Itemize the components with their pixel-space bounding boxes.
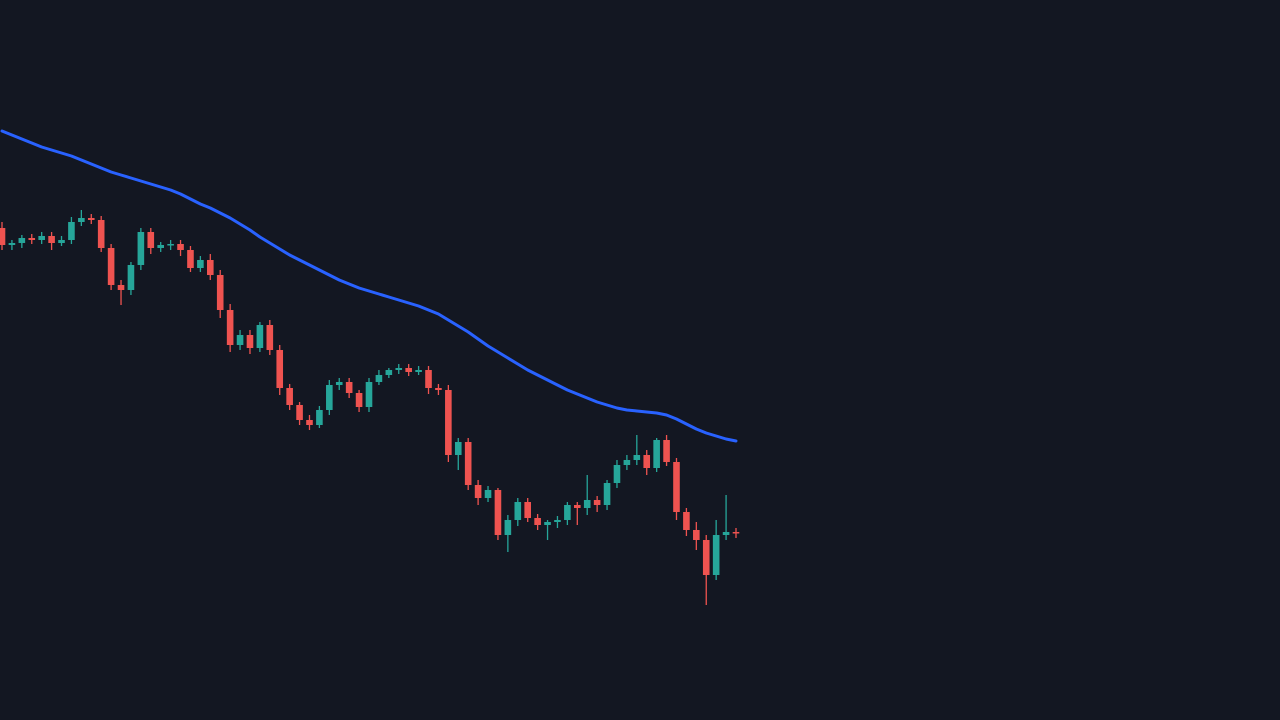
candle-body <box>226 310 234 345</box>
candle-body <box>326 385 333 410</box>
candle-body <box>633 455 641 460</box>
candle-body <box>157 245 165 248</box>
candle-body <box>484 490 492 498</box>
candle-body <box>683 512 690 530</box>
candle-body <box>107 248 115 285</box>
candle-body <box>306 420 313 425</box>
candle-body <box>58 240 65 243</box>
candle-body <box>385 370 393 375</box>
candle-body <box>593 500 601 505</box>
candle-body <box>236 335 244 345</box>
candle-body <box>256 325 264 348</box>
candle-body <box>613 465 621 483</box>
candle-body <box>177 244 184 250</box>
candle-body <box>534 518 541 525</box>
candle-body <box>18 238 26 243</box>
candle-body <box>97 220 105 248</box>
candle-body <box>643 455 651 468</box>
candle-body <box>435 388 442 390</box>
candle-body <box>28 238 36 240</box>
candle-body <box>722 532 730 535</box>
candle-body <box>514 502 522 520</box>
candle-body <box>365 382 373 407</box>
candle-body <box>78 218 85 222</box>
candle-body <box>673 462 680 512</box>
candle-body <box>544 522 551 525</box>
candle-body <box>702 540 710 575</box>
candle-body <box>68 222 75 240</box>
candle-body <box>276 350 284 388</box>
candle-body <box>623 460 631 465</box>
candle-body <box>266 325 274 350</box>
candle-body <box>375 375 383 382</box>
candle-body <box>445 390 452 455</box>
candle-body <box>216 275 224 310</box>
candle-body <box>206 260 214 275</box>
candle-body <box>464 442 472 485</box>
candle-body <box>564 505 571 520</box>
candle-body <box>583 500 591 508</box>
candle-body <box>316 410 323 425</box>
candle-body <box>474 485 482 498</box>
candle-body <box>147 232 155 248</box>
candle-body <box>573 505 581 508</box>
candle-body <box>603 483 611 505</box>
candle-body <box>415 370 422 372</box>
candle-body <box>355 393 363 407</box>
candle-body <box>663 440 670 462</box>
candle-body <box>524 502 532 518</box>
candle-body <box>454 442 462 455</box>
candle-body <box>197 260 204 268</box>
candle-body <box>504 520 512 535</box>
candle-body <box>345 382 353 393</box>
candle-body <box>712 535 720 575</box>
candle-body <box>246 335 254 348</box>
candle-body <box>127 265 135 290</box>
candle-body <box>87 218 95 220</box>
candle-body <box>554 520 561 522</box>
candle-body <box>425 370 432 388</box>
candle-body <box>405 368 412 372</box>
candle-body <box>494 490 502 535</box>
candle-body <box>296 405 303 420</box>
candle-body <box>8 243 16 245</box>
candle-body <box>732 532 740 534</box>
candle-body <box>137 232 145 265</box>
candle-body <box>187 250 194 268</box>
candle-body <box>693 530 700 540</box>
candle-body <box>167 244 174 246</box>
moving-average <box>0 129 738 443</box>
candle-body <box>395 368 403 370</box>
candle-body <box>286 388 293 405</box>
candle-body <box>0 228 6 245</box>
candle-body <box>653 440 660 468</box>
candle-body <box>117 285 125 290</box>
candle-body <box>38 236 45 240</box>
candle-body <box>335 382 343 385</box>
candle-body <box>48 236 55 243</box>
